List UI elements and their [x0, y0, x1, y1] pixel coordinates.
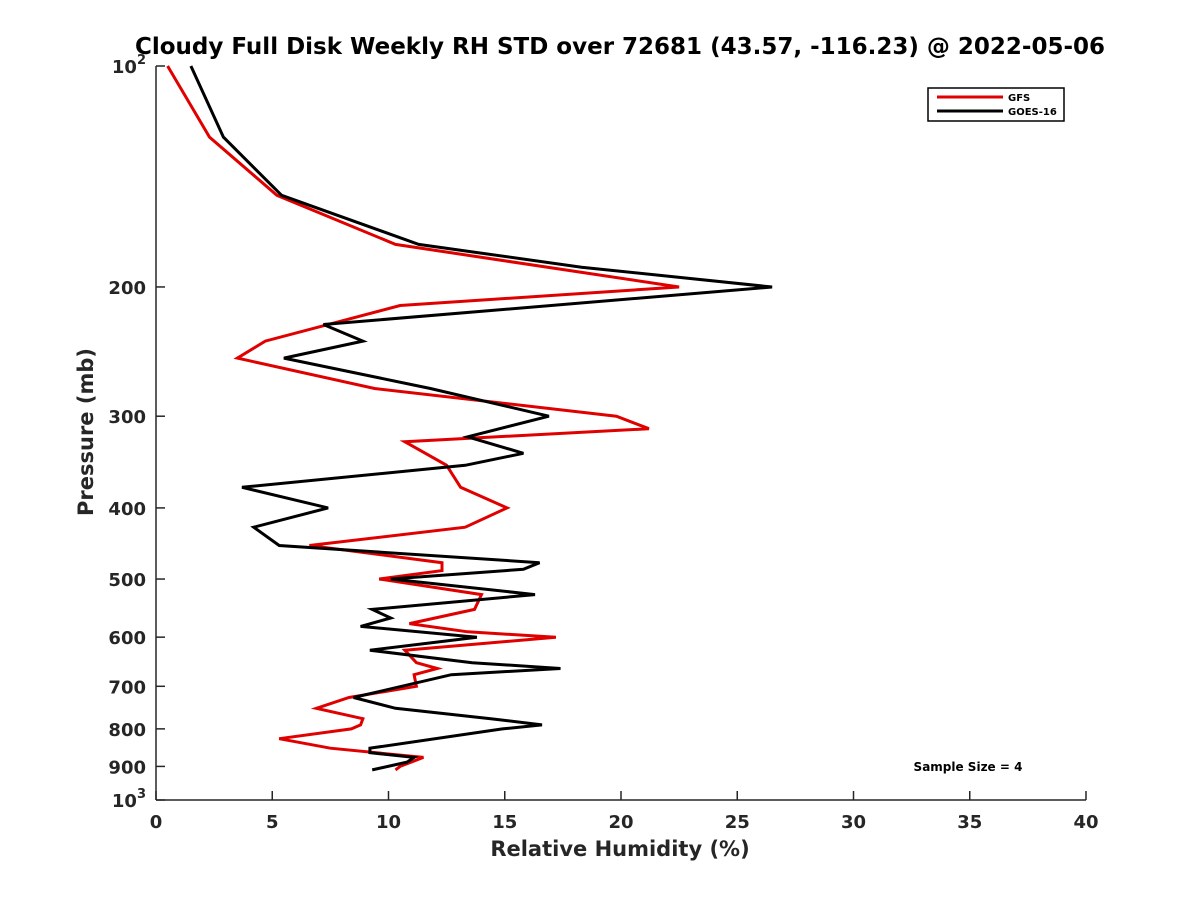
series-layer — [166, 65, 773, 772]
x-tick-label: 10 — [376, 812, 401, 833]
y-tick-label: 900 — [108, 757, 146, 778]
sample-size-annotation: Sample Size = 4 — [914, 760, 1023, 774]
x-tick-label: 15 — [492, 812, 517, 833]
y-tick-label: 103 — [112, 787, 146, 812]
chart-title: Cloudy Full Disk Weekly RH STD over 7268… — [135, 34, 1105, 60]
legend: GFS GOES-16 — [927, 87, 1065, 122]
x-tick-label: 35 — [957, 812, 982, 833]
axes-layer: 0 5 10 15 20 25 30 35 40 102 200 300 400 500 600 700 800… — [108, 53, 1098, 833]
series-line-gfs — [166, 65, 680, 772]
x-tick-label: 0 — [150, 812, 163, 833]
y-tick-label: 300 — [108, 407, 146, 428]
legend-box — [927, 87, 1065, 122]
x-tick-label: 30 — [841, 812, 866, 833]
x-tick-label: 40 — [1073, 812, 1098, 833]
y-tick-label: 500 — [108, 570, 146, 591]
y-tick-label: 400 — [108, 499, 146, 520]
plot-area: 0 5 10 15 20 25 30 35 40 102 200 300 400 500 600 700 800… — [108, 53, 1098, 833]
y-tick-label: 700 — [108, 677, 146, 698]
y-tick-label: 600 — [108, 628, 146, 649]
series-line-goes-16 — [189, 65, 773, 772]
y-tick-label: 800 — [108, 720, 146, 741]
x-axis-label: Relative Humidity (%) — [490, 837, 749, 861]
y-tick-label: 200 — [108, 278, 146, 299]
y-axis-label: Pressure (mb) — [74, 348, 98, 516]
x-tick-label: 20 — [608, 812, 633, 833]
x-tick-label: 5 — [266, 812, 279, 833]
y-tick-label: 102 — [112, 53, 146, 78]
legend-label-gfs: GFS — [1008, 93, 1030, 104]
legend-label-goes-16: GOES-16 — [1008, 107, 1057, 118]
x-tick-label: 25 — [725, 812, 750, 833]
